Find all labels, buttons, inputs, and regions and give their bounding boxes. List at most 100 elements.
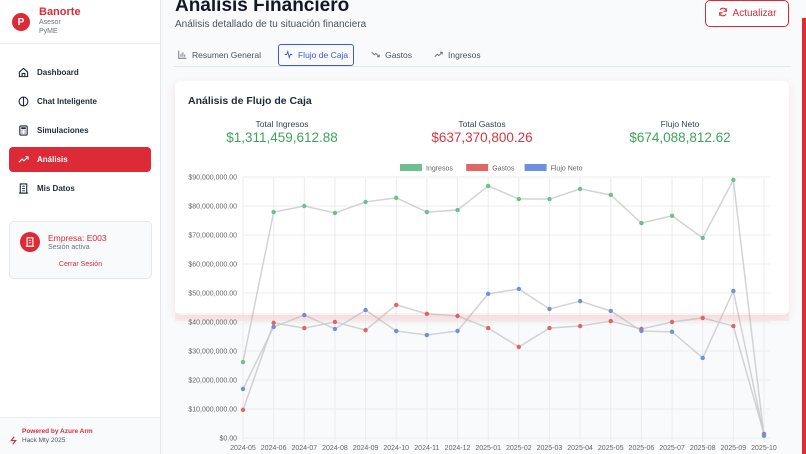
data-point[interactable]	[240, 386, 246, 392]
data-point[interactable]	[731, 177, 736, 183]
x-tick-label: 2024-07	[291, 445, 317, 452]
stat-label: Total Ingresos	[255, 119, 309, 129]
data-point[interactable]	[455, 207, 460, 213]
data-point[interactable]	[669, 329, 675, 335]
x-tick-label: 2025-04	[567, 445, 593, 452]
x-tick-label: 2024-09	[353, 445, 379, 452]
stat-flujo-neto: Flujo Neto $674,088,812.62	[580, 119, 780, 145]
legend-label[interactable]: Ingresos	[426, 166, 453, 173]
data-point[interactable]	[363, 327, 368, 333]
data-point[interactable]	[700, 355, 705, 361]
y-tick-label: $20,000,000.00	[188, 378, 237, 385]
data-point[interactable]	[608, 192, 613, 198]
data-point[interactable]	[516, 196, 522, 202]
trending-up-icon	[18, 154, 29, 165]
data-point[interactable]	[332, 326, 338, 332]
tab-flujo-de-caja[interactable]: Flujo de Caja	[277, 44, 355, 66]
data-point[interactable]	[363, 307, 368, 313]
data-point[interactable]	[271, 320, 276, 326]
legend-swatch	[400, 164, 422, 171]
data-point[interactable]	[302, 312, 307, 318]
sidebar-item-dashboard[interactable]: Dashboard	[9, 60, 151, 85]
x-tick-label: 2024-10	[383, 445, 409, 452]
data-point[interactable]	[394, 328, 399, 334]
data-point[interactable]	[700, 235, 705, 241]
cash-flow-card: Análisis de Flujo de Caja Total Ingresos…	[175, 81, 789, 315]
x-tick-label: 2025-05	[598, 445, 624, 452]
sidebar-item-simulaciones[interactable]: Simulaciones	[9, 118, 151, 143]
y-tick-label: $50,000,000.00	[188, 291, 237, 298]
data-point[interactable]	[608, 308, 613, 314]
x-tick-label: 2025-03	[537, 445, 563, 452]
data-point[interactable]	[332, 210, 338, 216]
data-point[interactable]	[240, 407, 246, 413]
tab-gastos[interactable]: Gastos	[366, 44, 417, 66]
sidebar: P Banorte Asesor PyME Dashboard Chat Int…	[0, 0, 161, 454]
data-point[interactable]	[577, 323, 583, 329]
brand-role: Asesor	[39, 19, 61, 26]
stat-value: $674,088,812.62	[629, 130, 731, 145]
data-point[interactable]	[394, 302, 399, 308]
data-point[interactable]	[424, 209, 430, 215]
data-point[interactable]	[271, 209, 276, 215]
trending-down-icon	[371, 50, 380, 61]
legend-label[interactable]: Flujo Neto	[551, 166, 583, 173]
page-title: Análisis Financiero	[175, 0, 350, 16]
data-point[interactable]	[332, 319, 338, 325]
data-point[interactable]	[271, 324, 276, 330]
y-tick-label: $10,000,000.00	[188, 407, 237, 414]
logout-button[interactable]: Cerrar Sesión	[58, 261, 103, 268]
sidebar-item-chat[interactable]: Chat Inteligente	[9, 89, 151, 114]
tab-ingresos[interactable]: Ingresos	[429, 44, 486, 66]
y-tick-label: $0.00	[219, 436, 237, 443]
data-point[interactable]	[394, 195, 399, 201]
data-point[interactable]	[363, 199, 368, 205]
brand-header: P Banorte Asesor PyME	[0, 0, 160, 44]
data-point[interactable]	[639, 220, 644, 226]
data-point[interactable]	[669, 213, 675, 219]
data-point[interactable]	[485, 291, 491, 297]
data-point[interactable]	[424, 332, 430, 338]
data-point[interactable]	[639, 328, 644, 334]
data-point[interactable]	[455, 313, 460, 319]
data-point[interactable]	[547, 196, 552, 202]
legend-swatch	[466, 164, 489, 171]
brand-name: Banorte	[39, 6, 81, 18]
data-point[interactable]	[700, 315, 705, 321]
activity-icon	[284, 49, 293, 61]
stat-label: Flujo Neto	[660, 119, 700, 129]
data-point[interactable]	[455, 328, 460, 334]
legend-label[interactable]: Gastos	[492, 166, 515, 173]
data-point[interactable]	[731, 288, 736, 294]
data-point[interactable]	[485, 325, 491, 331]
data-point[interactable]	[240, 359, 246, 365]
data-point[interactable]	[516, 344, 522, 350]
x-tick-label: 2025-01	[475, 445, 501, 452]
data-point[interactable]	[547, 325, 552, 331]
data-point[interactable]	[577, 186, 583, 192]
data-point[interactable]	[731, 323, 736, 329]
data-point[interactable]	[485, 183, 491, 189]
data-point[interactable]	[669, 319, 675, 325]
sidebar-item-analisis[interactable]: Análisis	[9, 147, 151, 172]
sidebar-item-label: Chat Inteligente	[37, 97, 98, 106]
data-point[interactable]	[608, 318, 613, 324]
analysis-tabs: Resumen General Flujo de Caja Gastos Ing…	[173, 44, 791, 67]
data-point[interactable]	[761, 432, 767, 438]
x-tick-label: 2024-12	[445, 445, 471, 452]
sidebar-item-mis-datos[interactable]: Mis Datos	[9, 176, 151, 201]
data-point[interactable]	[302, 203, 307, 209]
tab-resumen-general[interactable]: Resumen General	[173, 44, 266, 66]
bar-chart-icon	[178, 50, 187, 61]
data-point[interactable]	[547, 306, 552, 312]
refresh-button[interactable]: Actualizar	[705, 0, 789, 27]
data-point[interactable]	[302, 325, 307, 331]
data-point[interactable]	[516, 286, 522, 292]
trending-up-icon	[434, 50, 443, 61]
x-tick-label: 2025-07	[659, 445, 685, 452]
y-tick-label: $30,000,000.00	[188, 349, 237, 356]
data-point[interactable]	[424, 311, 430, 317]
legend-swatch	[524, 164, 547, 171]
data-point[interactable]	[577, 298, 583, 304]
scroll-indicator[interactable]	[802, 18, 806, 454]
